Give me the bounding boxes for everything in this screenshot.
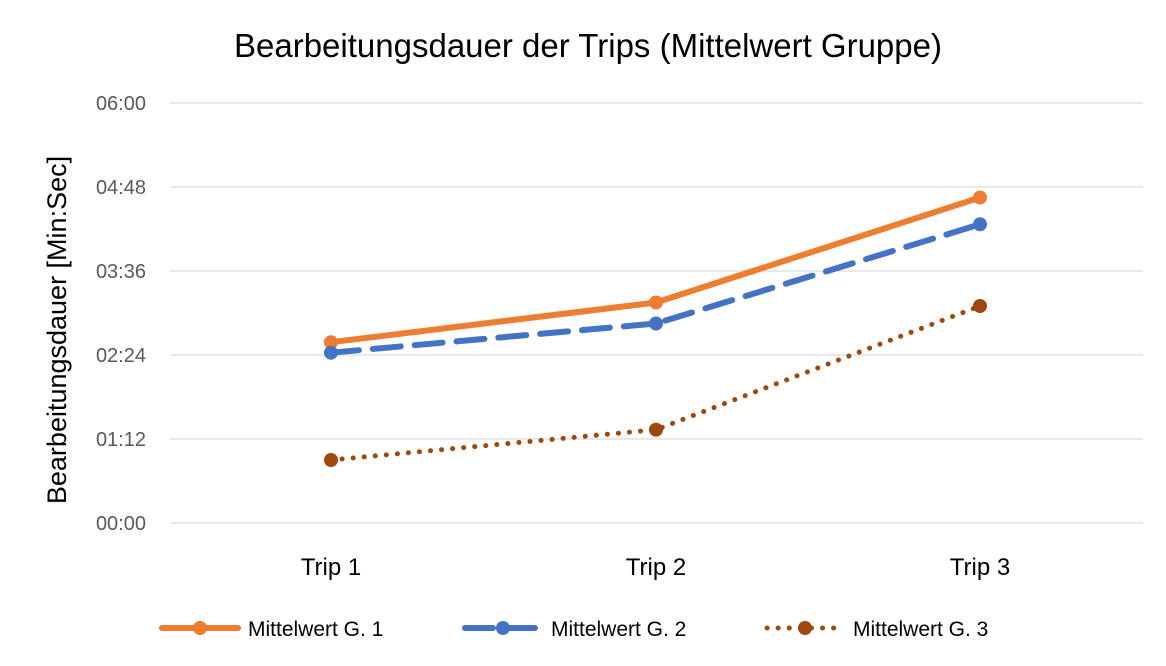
x-tick-labels: Trip 1 Trip 2 Trip 3 — [301, 554, 1010, 581]
legend: Mittelwert G. 1 Mittelwert G. 2 Mittelwert… — [159, 618, 988, 641]
series-line-mittelwert-g-2 — [328, 221, 983, 356]
data-point-mittelwert-g-1-trip-2 — [649, 295, 663, 310]
series-mittelwert-g-1 — [324, 190, 987, 350]
x-tick-label-trip-1: Trip 1 — [301, 554, 361, 581]
data-point-mittelwert-g-2-trip-2 — [649, 316, 663, 331]
x-tick-label-trip-2: Trip 2 — [626, 554, 686, 581]
y-axis-label: Bearbeitungsdauer [Min:Sec] — [42, 156, 72, 504]
legend-swatch-marker — [798, 621, 812, 635]
y-tick-label-5: 06:00 — [96, 93, 146, 115]
data-point-mittelwert-g-1-trip-1 — [324, 335, 338, 350]
data-point-mittelwert-g-3-trip-1 — [324, 453, 338, 467]
legend-item-mittelwert-g-3: Mittelwert G. 3 — [764, 618, 988, 641]
series-mittelwert-g-3 — [324, 299, 987, 467]
legend-swatch-marker — [496, 621, 510, 635]
legend-item-mittelwert-g-1: Mittelwert G. 1 — [159, 618, 383, 641]
y-tick-label-2: 02:24 — [96, 345, 146, 367]
gridlines — [170, 102, 1143, 524]
data-point-mittelwert-g-3-trip-3 — [973, 299, 987, 313]
data-point-mittelwert-g-1-trip-3 — [973, 190, 987, 205]
y-tick-label-4: 04:48 — [96, 177, 146, 199]
y-tick-label-1: 01:12 — [96, 429, 146, 451]
legend-label: Mittelwert G. 3 — [853, 618, 988, 641]
data-point-mittelwert-g-2-trip-1 — [324, 345, 338, 360]
y-tick-label-3: 03:36 — [96, 261, 146, 283]
data-point-mittelwert-g-3-trip-2 — [649, 422, 663, 437]
x-tick-label-trip-3: Trip 3 — [950, 554, 1010, 581]
y-tick-labels: 00:00 01:12 02:24 03:36 04:48 06:00 — [96, 93, 146, 535]
series-line-mittelwert-g-3 — [328, 303, 983, 463]
series-mittelwert-g-2 — [324, 217, 987, 360]
legend-label: Mittelwert G. 2 — [551, 618, 686, 641]
legend-swatch-marker — [193, 621, 207, 635]
legend-label: Mittelwert G. 1 — [248, 618, 383, 641]
series-lines — [324, 190, 987, 467]
legend-item-mittelwert-g-2: Mittelwert G. 2 — [462, 618, 686, 641]
y-tick-label-0: 00:00 — [96, 513, 146, 535]
chart-title: Bearbeitungsdauer der Trips (Mittelwert … — [234, 27, 942, 64]
data-point-mittelwert-g-2-trip-3 — [973, 217, 987, 232]
